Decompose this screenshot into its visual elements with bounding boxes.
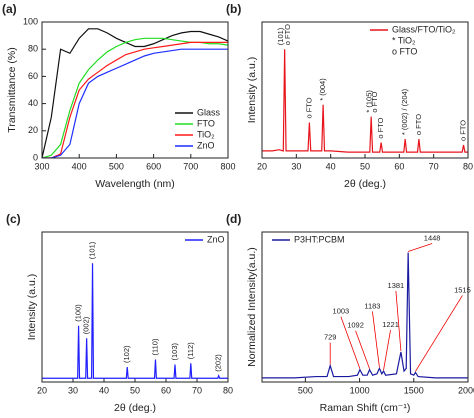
- x-tick-label: 40: [99, 385, 109, 395]
- x-tick-label: 20: [37, 385, 47, 395]
- annotation: (202): [214, 354, 223, 372]
- x-tick-label: 50: [130, 385, 140, 395]
- annotation: o FTO: [459, 120, 468, 141]
- leader-line: [408, 243, 433, 252]
- x-tick-label: 500: [109, 161, 124, 171]
- panel: (d) Raman Shift (cm⁻¹) Normalized Intensit…: [226, 212, 474, 414]
- x-tick-label: 2000: [458, 385, 474, 395]
- x-tick-label: 80: [463, 161, 473, 171]
- plot-frame: [261, 21, 469, 159]
- x-tick-label: 1500: [404, 385, 424, 395]
- x-axis-label: Raman Shift (cm⁻¹): [320, 402, 411, 414]
- annotation: 1003: [333, 307, 350, 316]
- x-tick-label: 50: [360, 161, 370, 171]
- annotation: * (004): [318, 78, 327, 101]
- series-line: [262, 252, 468, 379]
- series-line: [262, 49, 468, 153]
- panel: (c) 2θ (deg.) Intensity (a.u.) 20 30 40 50 60 70…: [6, 212, 233, 414]
- y-tick-label: 100: [23, 16, 38, 26]
- leader-line: [372, 311, 380, 368]
- annotation: (002): [82, 316, 91, 334]
- panel-label: (b): [226, 2, 241, 16]
- legend-label: ZnO: [197, 140, 215, 150]
- legend-note: o FTO: [392, 46, 417, 56]
- x-tick-label: 70: [429, 161, 439, 171]
- x-axis-label: Wavelength (nm): [95, 178, 175, 190]
- leader-line: [355, 330, 370, 369]
- annotation: * (105): [364, 90, 373, 113]
- annotation: o FTO: [370, 91, 379, 112]
- panel-label: (d): [226, 212, 241, 226]
- annotation: (102): [122, 345, 131, 363]
- leader-line: [383, 330, 391, 371]
- x-tick-label: 1000: [350, 385, 370, 395]
- x-tick-label: 70: [192, 385, 202, 395]
- panel-label: (a): [2, 2, 17, 16]
- annotation: (103): [170, 342, 179, 360]
- x-tick-label: 60: [161, 385, 171, 395]
- legend-label: TiO₂: [197, 129, 215, 139]
- y-tick-label: 0: [33, 152, 38, 162]
- x-axis-label: 2θ (deg.): [114, 402, 156, 414]
- annotation: (112): [186, 342, 195, 359]
- annotation: o FTO: [304, 97, 313, 118]
- annotation: 1221: [382, 320, 399, 329]
- x-tick-label: 80: [223, 385, 233, 395]
- annotation: 1381: [388, 281, 405, 290]
- series-line: [42, 48, 228, 158]
- x-tick-label: 60: [394, 161, 404, 171]
- legend-label: ZnO: [207, 234, 225, 244]
- y-axis-label: Normalized Intensity(a.u.): [246, 247, 258, 367]
- leader-line: [395, 290, 402, 352]
- legend-label: FTO: [197, 118, 215, 128]
- y-axis-label: Intensity (a.u.): [246, 57, 258, 124]
- legend-label: Glass/FTO/TiO₂: [392, 24, 456, 34]
- panel: (b) 2θ (deg.) Intensity (a.u.) 20 30 40 50 60 70…: [226, 2, 473, 190]
- x-tick-label: 30: [68, 385, 78, 395]
- x-tick-label: 600: [146, 161, 161, 171]
- x-tick-label: 30: [291, 161, 301, 171]
- annotation: 729: [324, 333, 337, 342]
- x-tick-label: 20: [257, 161, 267, 171]
- series-line: [42, 28, 228, 158]
- legend-label: Glass: [197, 107, 221, 117]
- series-line: [42, 263, 228, 379]
- x-tick-label: 800: [220, 161, 235, 171]
- x-tick-label: 300: [34, 161, 49, 171]
- annotation: o FTO: [283, 24, 292, 45]
- y-tick-label: 60: [28, 71, 38, 81]
- x-tick-label: 40: [326, 161, 336, 171]
- leader-line: [415, 295, 463, 372]
- annotation: (100): [74, 304, 83, 322]
- x-tick-label: 400: [72, 161, 87, 171]
- leader-line: [340, 316, 361, 369]
- annotation: o FTO: [376, 117, 385, 138]
- y-tick-label: 40: [28, 98, 38, 108]
- y-tick-label: 80: [28, 44, 38, 54]
- panel: (a) Wavelength (nm) Transmittance (%) 300 40…: [2, 2, 236, 190]
- plot-frame: [41, 21, 229, 159]
- annotation: o FTO: [414, 114, 423, 135]
- panel-label: (c): [6, 212, 21, 226]
- annotation: (110): [150, 338, 159, 355]
- x-axis-label: 2θ (deg.): [344, 178, 386, 190]
- annotation: * (002) / (204): [400, 88, 409, 135]
- annotation: (101): [88, 241, 97, 259]
- annotation: (101): [276, 27, 285, 45]
- legend-note: * TiO₂: [392, 35, 416, 45]
- plot-frame: [261, 231, 469, 383]
- annotation: 1448: [424, 233, 441, 242]
- x-tick-label: 700: [183, 161, 198, 171]
- y-axis-label: Transmittance (%): [6, 47, 18, 132]
- annotation: 1092: [347, 321, 364, 330]
- plot-frame: [41, 231, 229, 383]
- y-tick-label: 20: [28, 125, 38, 135]
- x-tick-label: 500: [298, 385, 313, 395]
- annotation: 1183: [364, 301, 380, 310]
- annotation: 1515: [454, 285, 471, 294]
- y-axis-label: Intensity (a.u.): [26, 274, 38, 341]
- series-line: [42, 41, 228, 158]
- legend-label: P3HT:PCBM: [294, 234, 345, 244]
